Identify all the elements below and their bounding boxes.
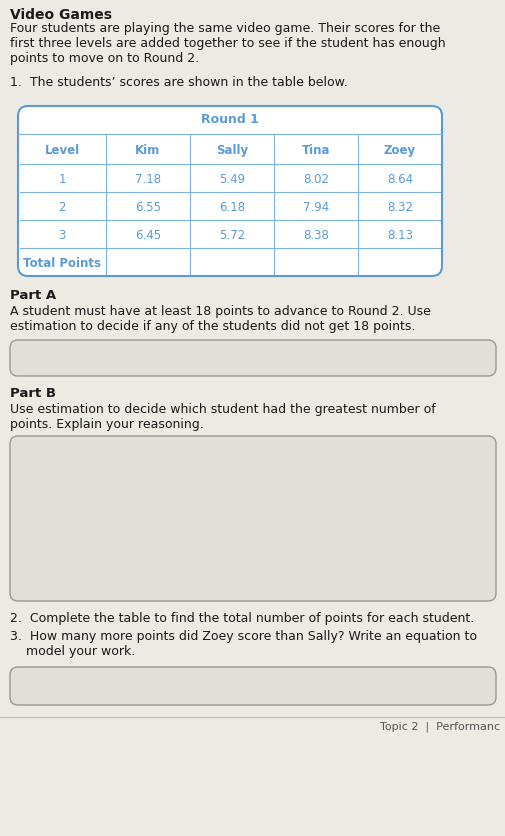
FancyBboxPatch shape xyxy=(10,340,495,376)
Text: 8.64: 8.64 xyxy=(386,172,412,186)
FancyBboxPatch shape xyxy=(10,667,495,705)
Text: 6.45: 6.45 xyxy=(135,228,161,242)
Text: Round 1: Round 1 xyxy=(200,113,259,126)
Text: 7.94: 7.94 xyxy=(302,201,328,213)
Text: 7.18: 7.18 xyxy=(135,172,161,186)
Text: A student must have at least 18 points to advance to Round 2. Use
estimation to : A student must have at least 18 points t… xyxy=(10,304,430,333)
Text: Kim: Kim xyxy=(135,143,160,156)
Text: 3.  How many more points did Zoey score than Sally? Write an equation to
    mod: 3. How many more points did Zoey score t… xyxy=(10,630,476,657)
Text: Zoey: Zoey xyxy=(383,143,415,156)
Text: 8.02: 8.02 xyxy=(302,172,328,186)
Text: 6.55: 6.55 xyxy=(135,201,161,213)
Text: Level: Level xyxy=(44,143,79,156)
FancyBboxPatch shape xyxy=(10,436,495,601)
Text: Total Points: Total Points xyxy=(23,256,101,269)
Text: Part B: Part B xyxy=(10,386,56,400)
Text: 3: 3 xyxy=(58,228,66,242)
Text: 8.13: 8.13 xyxy=(386,228,412,242)
Text: 1: 1 xyxy=(58,172,66,186)
Text: Four students are playing the same video game. Their scores for the
first three : Four students are playing the same video… xyxy=(10,22,445,65)
Text: 5.72: 5.72 xyxy=(219,228,244,242)
Text: 1.  The students’ scores are shown in the table below.: 1. The students’ scores are shown in the… xyxy=(10,76,347,89)
Text: Part A: Part A xyxy=(10,288,56,302)
Text: Tina: Tina xyxy=(301,143,330,156)
Text: 5.49: 5.49 xyxy=(219,172,244,186)
Text: 6.18: 6.18 xyxy=(219,201,244,213)
Text: Sally: Sally xyxy=(216,143,247,156)
FancyBboxPatch shape xyxy=(18,107,441,277)
Text: Topic 2  |  Performanc: Topic 2 | Performanc xyxy=(379,721,499,732)
Text: 2: 2 xyxy=(58,201,66,213)
Text: 8.38: 8.38 xyxy=(302,228,328,242)
Text: Use estimation to decide which student had the greatest number of
points. Explai: Use estimation to decide which student h… xyxy=(10,402,435,431)
Text: Video Games: Video Games xyxy=(10,8,112,22)
Text: 8.32: 8.32 xyxy=(386,201,412,213)
Text: 2.  Complete the table to find the total number of points for each student.: 2. Complete the table to find the total … xyxy=(10,611,473,624)
